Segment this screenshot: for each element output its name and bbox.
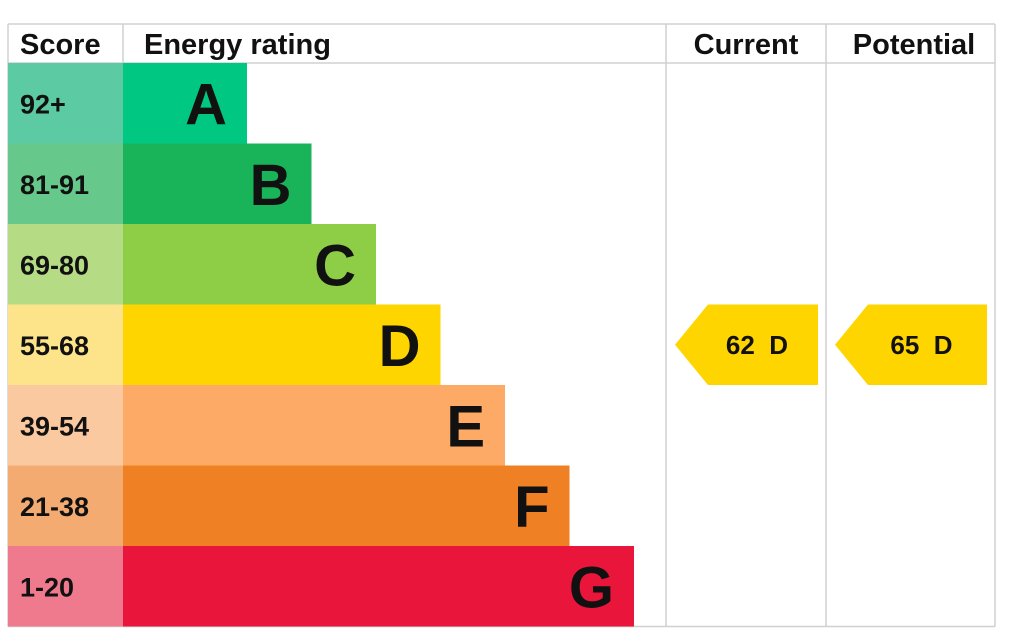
current-arrow — [675, 304, 818, 385]
band-bar-a — [123, 63, 247, 144]
band-letter-f: F — [514, 475, 549, 540]
header-potential: Potential — [853, 29, 975, 61]
band-letter-a: A — [185, 72, 227, 137]
band-bar-c — [123, 224, 376, 305]
header-energy-rating: Energy rating — [144, 29, 331, 61]
score-cell-b — [8, 143, 123, 224]
score-cell-a — [8, 63, 123, 144]
header-score: Score — [20, 29, 101, 61]
score-range-e: 39-54 — [20, 411, 89, 441]
score-range-c: 69-80 — [20, 250, 89, 280]
score-cell-e — [8, 385, 123, 466]
band-bar-d — [123, 304, 441, 385]
band-letter-e: E — [446, 394, 485, 459]
header-row: Score Energy rating Current Potential — [20, 29, 975, 61]
band-bar-e — [123, 385, 505, 466]
potential-arrow — [835, 304, 987, 385]
score-range-g: 1-20 — [20, 572, 74, 602]
score-cell-f — [8, 465, 123, 546]
score-cell-c — [8, 224, 123, 305]
score-range-d: 55-68 — [20, 331, 89, 361]
score-range-f: 21-38 — [20, 492, 89, 522]
rating-bands: 92+ A 81-91 B 69-80 C 55-68 D 39-54 E 21-38 F 1-20 G — [8, 63, 634, 627]
band-bar-f — [123, 465, 570, 546]
band-letter-c: C — [314, 233, 356, 298]
rating-arrows: 62 D 65 D — [675, 304, 987, 385]
score-cell-d — [8, 304, 123, 385]
band-letter-d: D — [379, 314, 421, 379]
band-letter-b: B — [250, 153, 292, 218]
score-range-b: 81-91 — [20, 170, 89, 200]
header-current: Current — [694, 29, 799, 61]
band-bar-g — [123, 546, 634, 627]
current-rating-label: 62 D — [726, 330, 788, 360]
band-letter-g: G — [569, 555, 614, 620]
score-cell-g — [8, 546, 123, 627]
potential-rating-label: 65 D — [890, 330, 952, 360]
band-bar-b — [123, 143, 312, 224]
score-range-a: 92+ — [20, 89, 66, 119]
